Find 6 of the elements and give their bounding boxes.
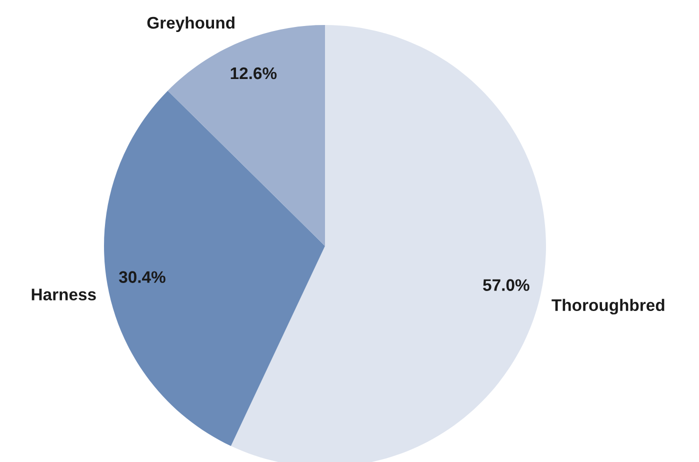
data-label: 57.0%: [483, 279, 530, 291]
data-label: 30.4%: [118, 271, 166, 283]
slice-label: Thoroughbred: [552, 298, 664, 314]
slice-label: Harness: [32, 288, 96, 300]
slice-label: Greyhound: [147, 16, 234, 32]
data-label: 12.6%: [230, 67, 277, 80]
